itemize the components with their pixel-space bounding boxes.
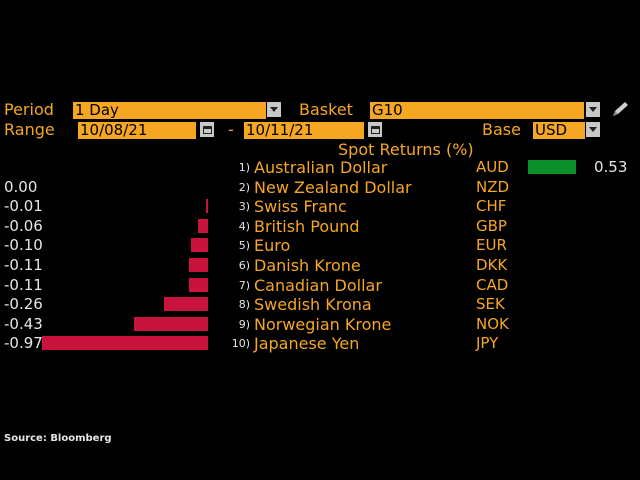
rank-number: 3) [238, 200, 250, 214]
currency-name[interactable]: Canadian Dollar [254, 275, 382, 295]
left-value-label: -0.01 [4, 197, 43, 216]
range-label: Range [4, 120, 55, 139]
negative-bar [190, 238, 208, 253]
period-dropdown[interactable]: 1 Day [73, 102, 266, 119]
table-row[interactable]: -0.10 5) Euro EUR [0, 236, 640, 255]
edit-pencil-icon[interactable] [609, 100, 631, 120]
left-value-label: -0.11 [4, 275, 43, 294]
left-value-label: -0.06 [4, 216, 43, 235]
base-chevron-down-icon[interactable] [586, 122, 600, 137]
currency-code: NZD [476, 177, 510, 196]
negative-bar [197, 218, 208, 233]
left-value-label: -0.43 [4, 314, 43, 333]
currency-name[interactable]: New Zealand Dollar [254, 177, 412, 197]
negative-bar [206, 199, 208, 214]
table-row[interactable]: -0.43 9) Norwegian Krone NOK [0, 315, 640, 334]
table-row[interactable]: 0.53 1) Australian Dollar AUD [0, 158, 640, 177]
base-label: Base [482, 120, 521, 139]
positive-bar [528, 160, 576, 174]
currency-code: AUD [476, 158, 509, 176]
currency-code: CHF [476, 197, 507, 216]
period-label: Period [4, 100, 54, 119]
base-dropdown[interactable]: USD [533, 122, 585, 139]
rank-number: 10) [231, 337, 250, 351]
source-note: Source: Bloomberg [4, 433, 112, 444]
currency-code: CAD [476, 275, 509, 294]
rank-number: 8) [238, 298, 250, 312]
table-row[interactable]: -0.97 10) Japanese Yen JPY [0, 334, 640, 353]
range-start-input[interactable]: 10/08/21 [78, 122, 196, 139]
left-value-label: -0.97 [4, 334, 43, 353]
right-value-label: 0.53 [594, 158, 628, 176]
basket-label: Basket [299, 100, 353, 119]
table-row[interactable]: -0.11 7) Canadian Dollar CAD [0, 276, 640, 295]
rank-number: 1) [238, 161, 250, 174]
currency-name[interactable]: Norwegian Krone [254, 314, 392, 334]
rank-number: 2) [238, 180, 250, 194]
currency-code: DKK [476, 256, 508, 274]
start-calendar-icon[interactable] [200, 122, 214, 137]
currency-code: NOK [476, 314, 509, 333]
rank-number: 6) [238, 259, 250, 272]
rank-number: 5) [238, 239, 250, 253]
negative-bar [189, 277, 208, 292]
spot-returns-header: Spot Returns (%) [338, 140, 474, 159]
end-calendar-icon[interactable] [368, 122, 382, 137]
currency-code: JPY [476, 334, 499, 353]
currency-name[interactable]: British Pound [254, 216, 360, 236]
negative-bar [134, 316, 208, 331]
period-chevron-down-icon[interactable] [267, 102, 281, 117]
table-row[interactable]: -0.01 3) Swiss Franc CHF [0, 197, 640, 216]
rank-number: 9) [238, 317, 250, 331]
left-value-label: -0.11 [4, 256, 43, 274]
left-value-label: 0.00 [4, 177, 38, 196]
rank-number: 4) [238, 219, 250, 233]
table-row[interactable]: 0.00 2) New Zealand Dollar NZD [0, 178, 640, 197]
basket-dropdown[interactable]: G10 [370, 102, 584, 119]
left-value-label: -0.26 [4, 295, 43, 314]
basket-chevron-down-icon[interactable] [586, 102, 600, 117]
negative-bar [42, 336, 208, 351]
table-row[interactable]: -0.06 4) British Pound GBP [0, 217, 640, 236]
left-value-label: -0.10 [4, 236, 43, 255]
table-row[interactable]: -0.11 6) Danish Krone DKK [0, 256, 640, 275]
currency-code: EUR [476, 236, 507, 255]
currency-name[interactable]: Euro [254, 236, 291, 256]
currency-code: SEK [476, 295, 505, 314]
currency-code: GBP [476, 216, 507, 235]
negative-bar [189, 258, 208, 272]
currency-name[interactable]: Swiss Franc [254, 197, 347, 217]
rank-number: 7) [238, 278, 250, 292]
negative-bar [163, 297, 208, 312]
currency-name[interactable]: Swedish Krona [254, 295, 372, 315]
range-separator: - [228, 120, 234, 139]
currency-name[interactable]: Australian Dollar [254, 158, 388, 177]
range-end-input[interactable]: 10/11/21 [244, 122, 364, 139]
table-row[interactable]: -0.26 8) Swedish Krona SEK [0, 295, 640, 314]
currency-name[interactable]: Danish Krone [254, 256, 361, 275]
currency-name[interactable]: Japanese Yen [254, 334, 360, 354]
